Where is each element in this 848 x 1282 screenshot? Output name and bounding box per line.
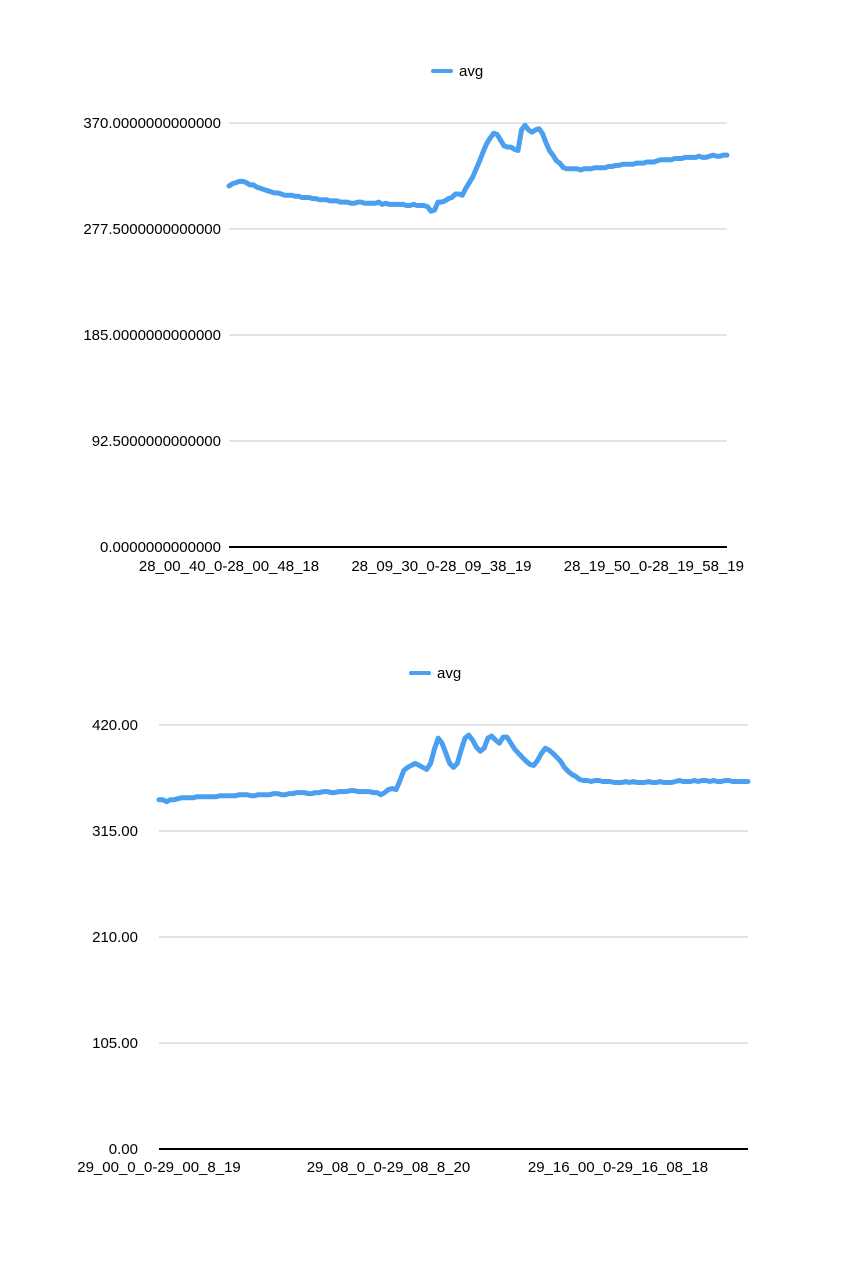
series-line-avg-1 [226, 122, 730, 214]
y-tick-label-1-3: 277.5000000000000 [83, 221, 221, 238]
x-tick-label-2-0: 29_00_0_0-29_00_8_19 [77, 1159, 241, 1176]
y-tick-label-2-4: 420.00 [92, 717, 138, 734]
y-tick-label-2-1: 105.00 [92, 1035, 138, 1052]
y-tick-label-1-2: 185.0000000000000 [83, 327, 221, 344]
x-tick-label-2-1: 29_08_0_0-29_08_8_20 [307, 1159, 471, 1176]
x-tick-label-1-0: 28_00_40_0-28_00_48_18 [139, 558, 319, 575]
x-tick-label-1-2: 28_19_50_0-28_19_58_19 [564, 558, 744, 575]
y-tick-label-2-0: 0.00 [109, 1141, 138, 1158]
legend-label-1: avg [459, 63, 483, 80]
legend-label-2: avg [437, 665, 461, 682]
y-tick-label-1-4: 370.0000000000000 [83, 115, 221, 132]
y-tick-label-2-3: 315.00 [92, 823, 138, 840]
x-tick-label-1-1: 28_09_30_0-28_09_38_19 [351, 558, 531, 575]
y-tick-label-2-2: 210.00 [92, 929, 138, 946]
y-tick-label-1-1: 92.5000000000000 [92, 433, 221, 450]
x-tick-label-2-2: 29_16_00_0-29_16_08_18 [528, 1159, 708, 1176]
y-tick-label-1-0: 0.0000000000000 [100, 539, 221, 556]
series-line-avg-2 [156, 732, 751, 805]
